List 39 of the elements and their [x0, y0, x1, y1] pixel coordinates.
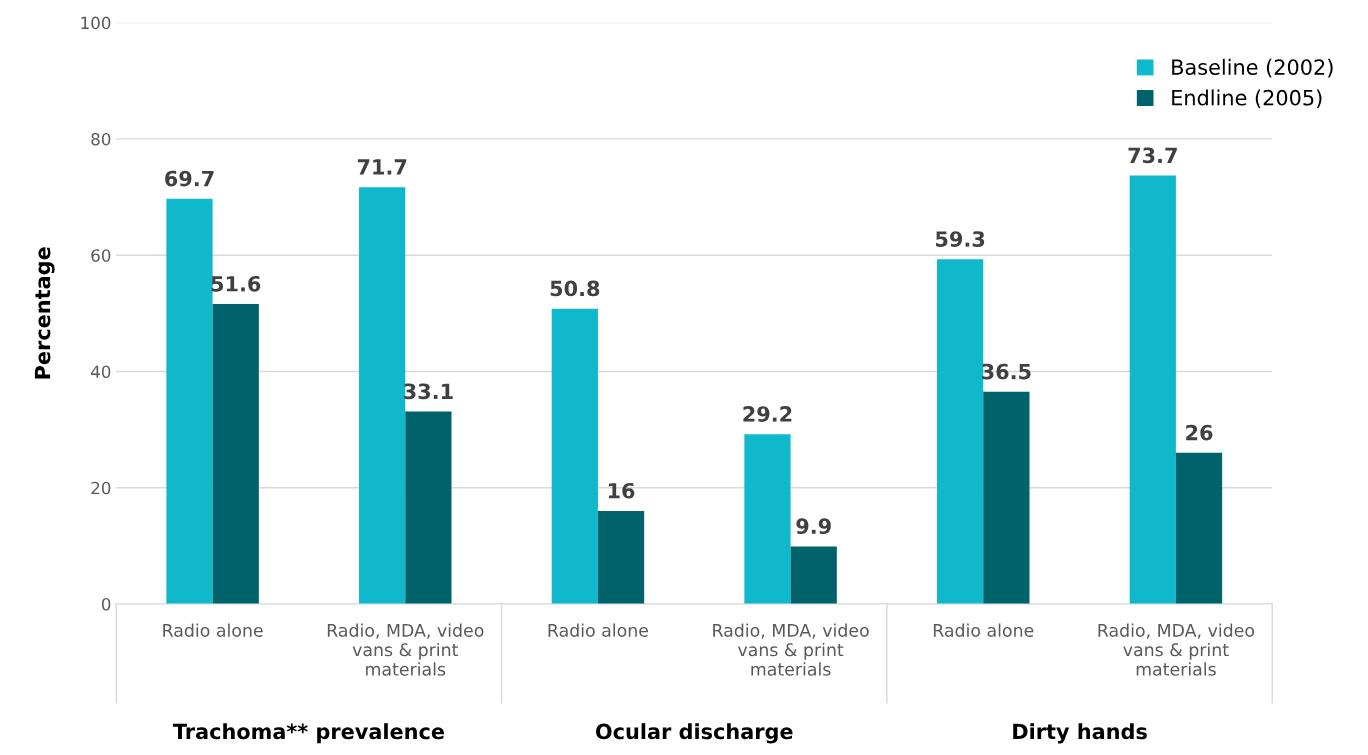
data-label: 26: [1186, 424, 1213, 441]
y-tick-label: 100: [81, 16, 111, 30]
data-label: 16: [608, 482, 635, 499]
bar: [166, 198, 213, 604]
data-label: 73.7: [1128, 147, 1177, 164]
data-label: 69.7: [165, 170, 214, 187]
legend-label: Endline (2005): [1172, 89, 1322, 108]
bar: [405, 411, 452, 604]
bar: [1175, 452, 1223, 604]
data-label: 50.8: [550, 280, 600, 297]
x-tick-label: Radio, MDA, video vans & print materials: [327, 623, 484, 676]
data-label: 59.3: [936, 231, 985, 247]
text: Trachoma** prevalence: [172, 723, 444, 744]
x-tick-label: Radio alone: [933, 623, 1034, 637]
x-tick-label: Radio alone: [548, 623, 649, 637]
data-label: 9.9: [796, 518, 831, 535]
data-label: 71.7: [357, 159, 407, 175]
bar: [1129, 175, 1176, 604]
bar: [983, 391, 1030, 604]
y-tick-label: 40: [91, 365, 111, 379]
legend-label: Baseline (2002): [1172, 58, 1333, 78]
text: Dirty hands: [1013, 723, 1147, 744]
y-tick-label: 60: [91, 249, 111, 262]
y-tick-label: 20: [91, 481, 111, 495]
x-tick-label: Radio, MDA, video vans & print materials: [713, 623, 869, 676]
y-tick-label: 80: [91, 132, 111, 146]
x-tick-label: Radio alone: [163, 623, 263, 637]
bar: [790, 546, 837, 604]
bar: [937, 259, 984, 604]
bar: [597, 510, 645, 604]
y-tick-label: 0: [101, 597, 111, 611]
bar: [744, 434, 791, 604]
y-axis-title: Percentage: [34, 247, 55, 379]
bar: [551, 308, 598, 604]
data-label: 29.2: [743, 406, 792, 422]
bar: [212, 304, 259, 604]
text: Ocular discharge: [595, 723, 793, 744]
bar: [359, 187, 406, 604]
x-tick-label: Radio, MDA, video vans & print materials: [1098, 623, 1255, 676]
